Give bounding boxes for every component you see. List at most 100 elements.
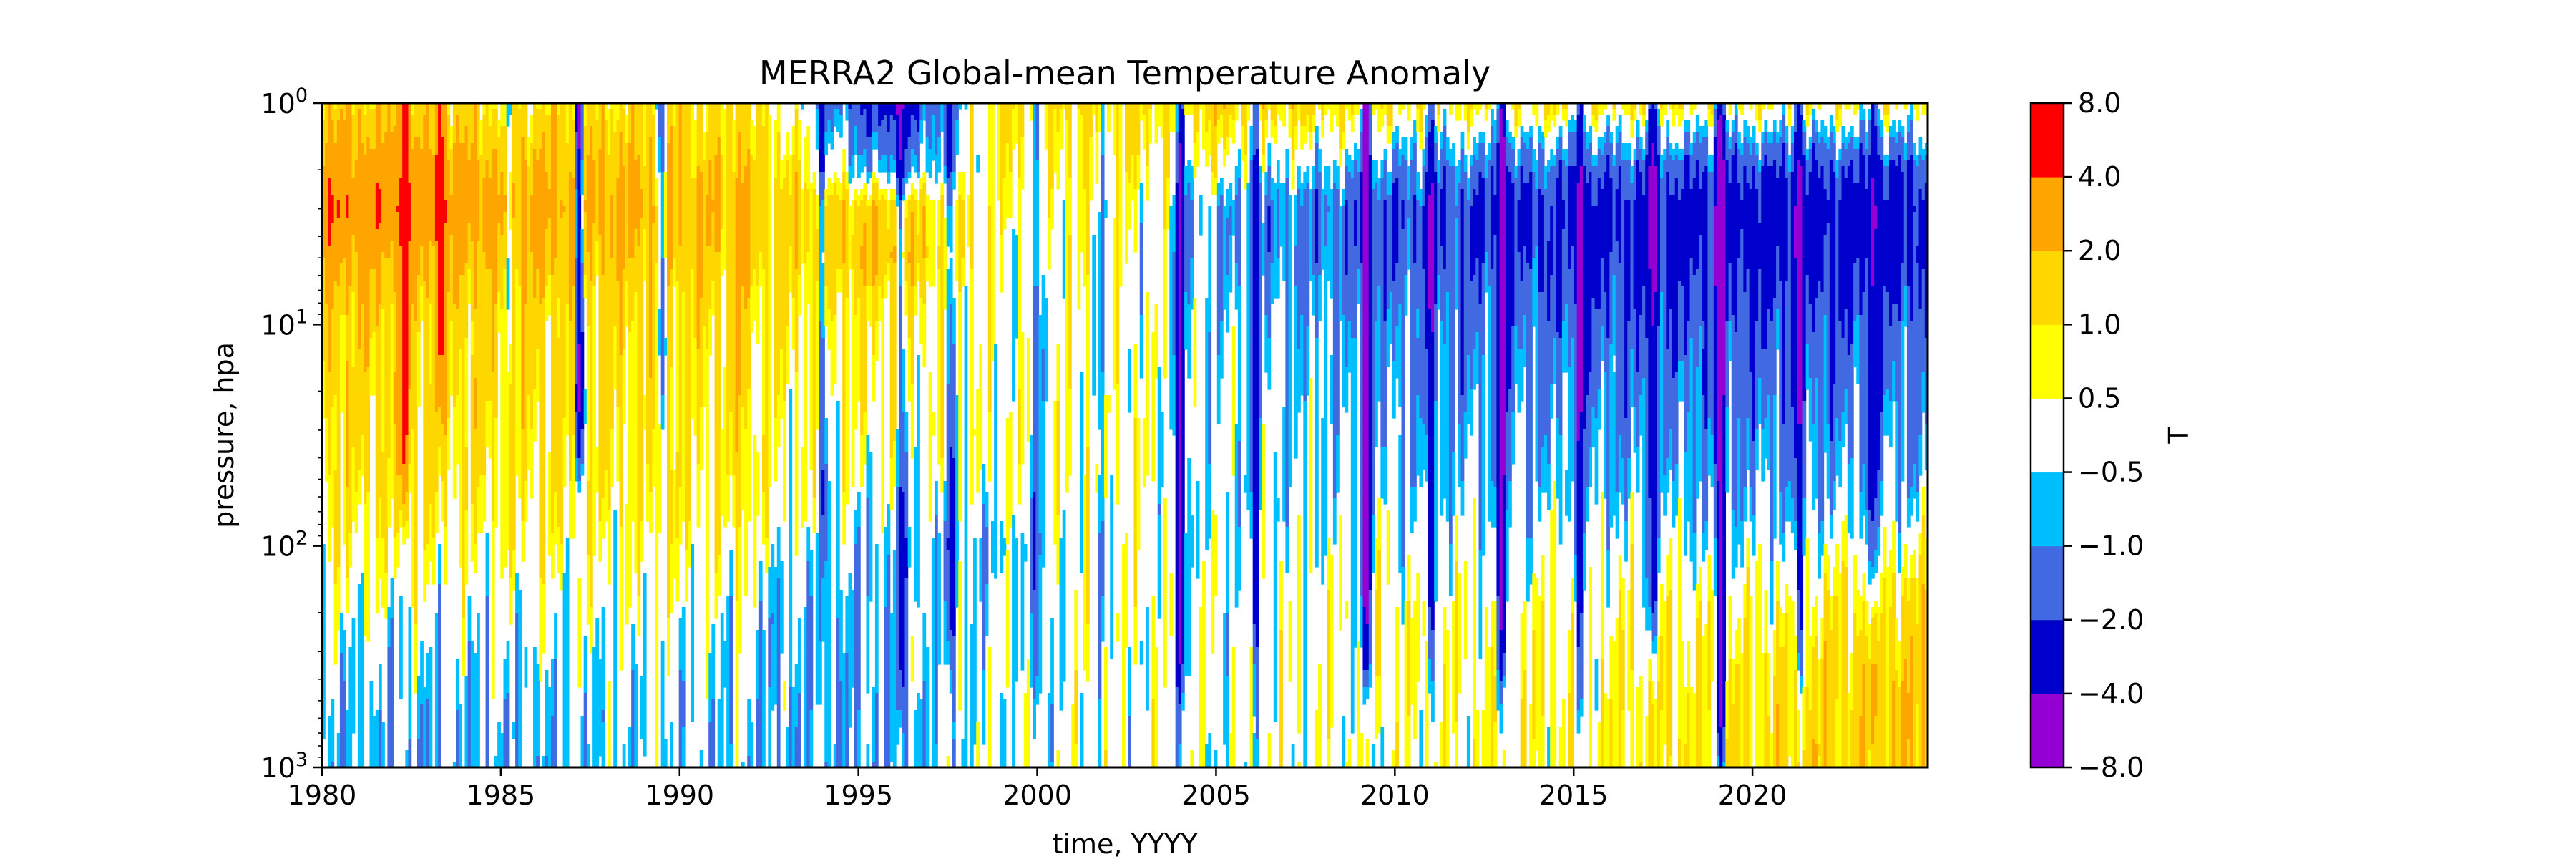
contour-cell	[682, 160, 691, 167]
contour-cell	[1271, 132, 1277, 138]
contour-cell	[331, 223, 376, 230]
contour-cell	[1752, 183, 1756, 190]
contour-cell	[1630, 109, 1634, 115]
contour-cell	[1773, 137, 1777, 144]
contour-cell	[536, 155, 540, 161]
contour-cell	[592, 132, 602, 138]
contour-cell	[1467, 143, 1470, 150]
contour-cell	[798, 143, 801, 150]
contour-cell	[1835, 160, 1839, 167]
contour-cell	[944, 149, 947, 155]
contour-cell	[955, 120, 959, 127]
contour-cell	[584, 178, 587, 184]
contour-cell	[1362, 212, 1369, 218]
contour-cell	[661, 160, 665, 167]
contour-cell	[402, 149, 409, 155]
contour-cell	[1538, 149, 1545, 155]
contour-cell	[1410, 189, 1417, 195]
contour-cell	[1217, 132, 1224, 138]
contour-cell	[1437, 109, 1440, 115]
contour-cell	[1696, 166, 1699, 173]
contour-cell	[1125, 109, 1140, 115]
contour-cell	[902, 109, 920, 115]
contour-cell	[1387, 132, 1393, 138]
contour-cell	[708, 160, 712, 167]
contour-cell	[503, 212, 507, 218]
contour-cell	[1806, 160, 1813, 167]
contour-cell	[1133, 178, 1137, 184]
contour-cell	[1018, 183, 1024, 190]
contour-cell	[1672, 120, 1676, 127]
contour-cell	[411, 218, 436, 224]
contour-cell	[1455, 189, 1458, 195]
contour-cell	[1717, 143, 1723, 150]
contour-cell	[1202, 137, 1211, 144]
contour-cell	[711, 189, 715, 195]
contour-cell	[527, 206, 531, 213]
contour-cell	[852, 200, 855, 207]
contour-cell	[1752, 172, 1756, 178]
contour-cell	[860, 109, 864, 115]
contour-cell	[929, 172, 932, 178]
contour-cell	[1740, 195, 1744, 201]
contour-cell	[477, 126, 480, 132]
contour-cell	[1179, 155, 1182, 161]
contour-cell	[1262, 166, 1265, 173]
contour-cell	[845, 178, 849, 184]
contour-cell	[1387, 109, 1393, 115]
contour-cell	[1300, 143, 1304, 150]
contour-cell	[1401, 143, 1407, 150]
contour-cell	[1613, 109, 1616, 115]
contour-cell	[1065, 143, 1069, 150]
contour-cell	[1657, 212, 1661, 218]
contour-cell	[1315, 149, 1319, 155]
contour-cell	[1068, 166, 1072, 173]
contour-cell	[1179, 200, 1182, 207]
contour-cell	[849, 120, 867, 127]
contour-cell	[1794, 155, 1806, 161]
contour-cell	[479, 160, 486, 167]
contour-cell	[899, 189, 902, 195]
contour-cell	[409, 149, 433, 155]
contour-cell	[1666, 189, 1669, 195]
contour-cell	[1652, 143, 1655, 150]
contour-cell	[893, 155, 897, 161]
contour-cell	[1841, 172, 1845, 178]
contour-cell	[1194, 143, 1200, 150]
contour-cell	[409, 115, 412, 121]
contour-cell	[1101, 132, 1105, 138]
contour-cell	[587, 160, 596, 167]
contour-cell	[768, 160, 771, 167]
contour-cell	[1033, 189, 1039, 195]
contour-cell	[839, 195, 843, 201]
contour-cell	[1913, 160, 1916, 167]
contour-cell	[610, 218, 614, 224]
contour-cell	[1613, 218, 1616, 224]
contour-cell	[780, 183, 784, 190]
contour-cell	[917, 212, 920, 218]
contour-cell	[1485, 178, 1491, 184]
contour-cell	[819, 223, 825, 230]
contour-cell	[932, 143, 935, 150]
contour-cell	[1179, 126, 1185, 132]
contour-cell	[1717, 183, 1726, 190]
contour-cell	[804, 137, 810, 144]
contour-cell	[1500, 183, 1506, 190]
contour-cell	[1068, 132, 1072, 138]
contour-cell	[926, 120, 932, 127]
contour-cell	[346, 109, 352, 115]
contour-cell	[1838, 172, 1842, 178]
contour-cell	[1547, 183, 1556, 190]
contour-cell	[1101, 218, 1105, 224]
contour-cell	[1725, 126, 1729, 132]
contour-cell	[1648, 206, 1657, 213]
contour-cell	[1202, 126, 1206, 132]
contour-cell	[1714, 109, 1717, 115]
contour-cell	[1179, 195, 1182, 201]
contour-cell	[711, 195, 715, 201]
contour-cell	[1033, 178, 1039, 184]
contour-cell	[804, 206, 810, 213]
contour-cell	[1264, 120, 1268, 127]
contour-cell	[450, 183, 454, 190]
contour-cell	[1634, 166, 1637, 173]
